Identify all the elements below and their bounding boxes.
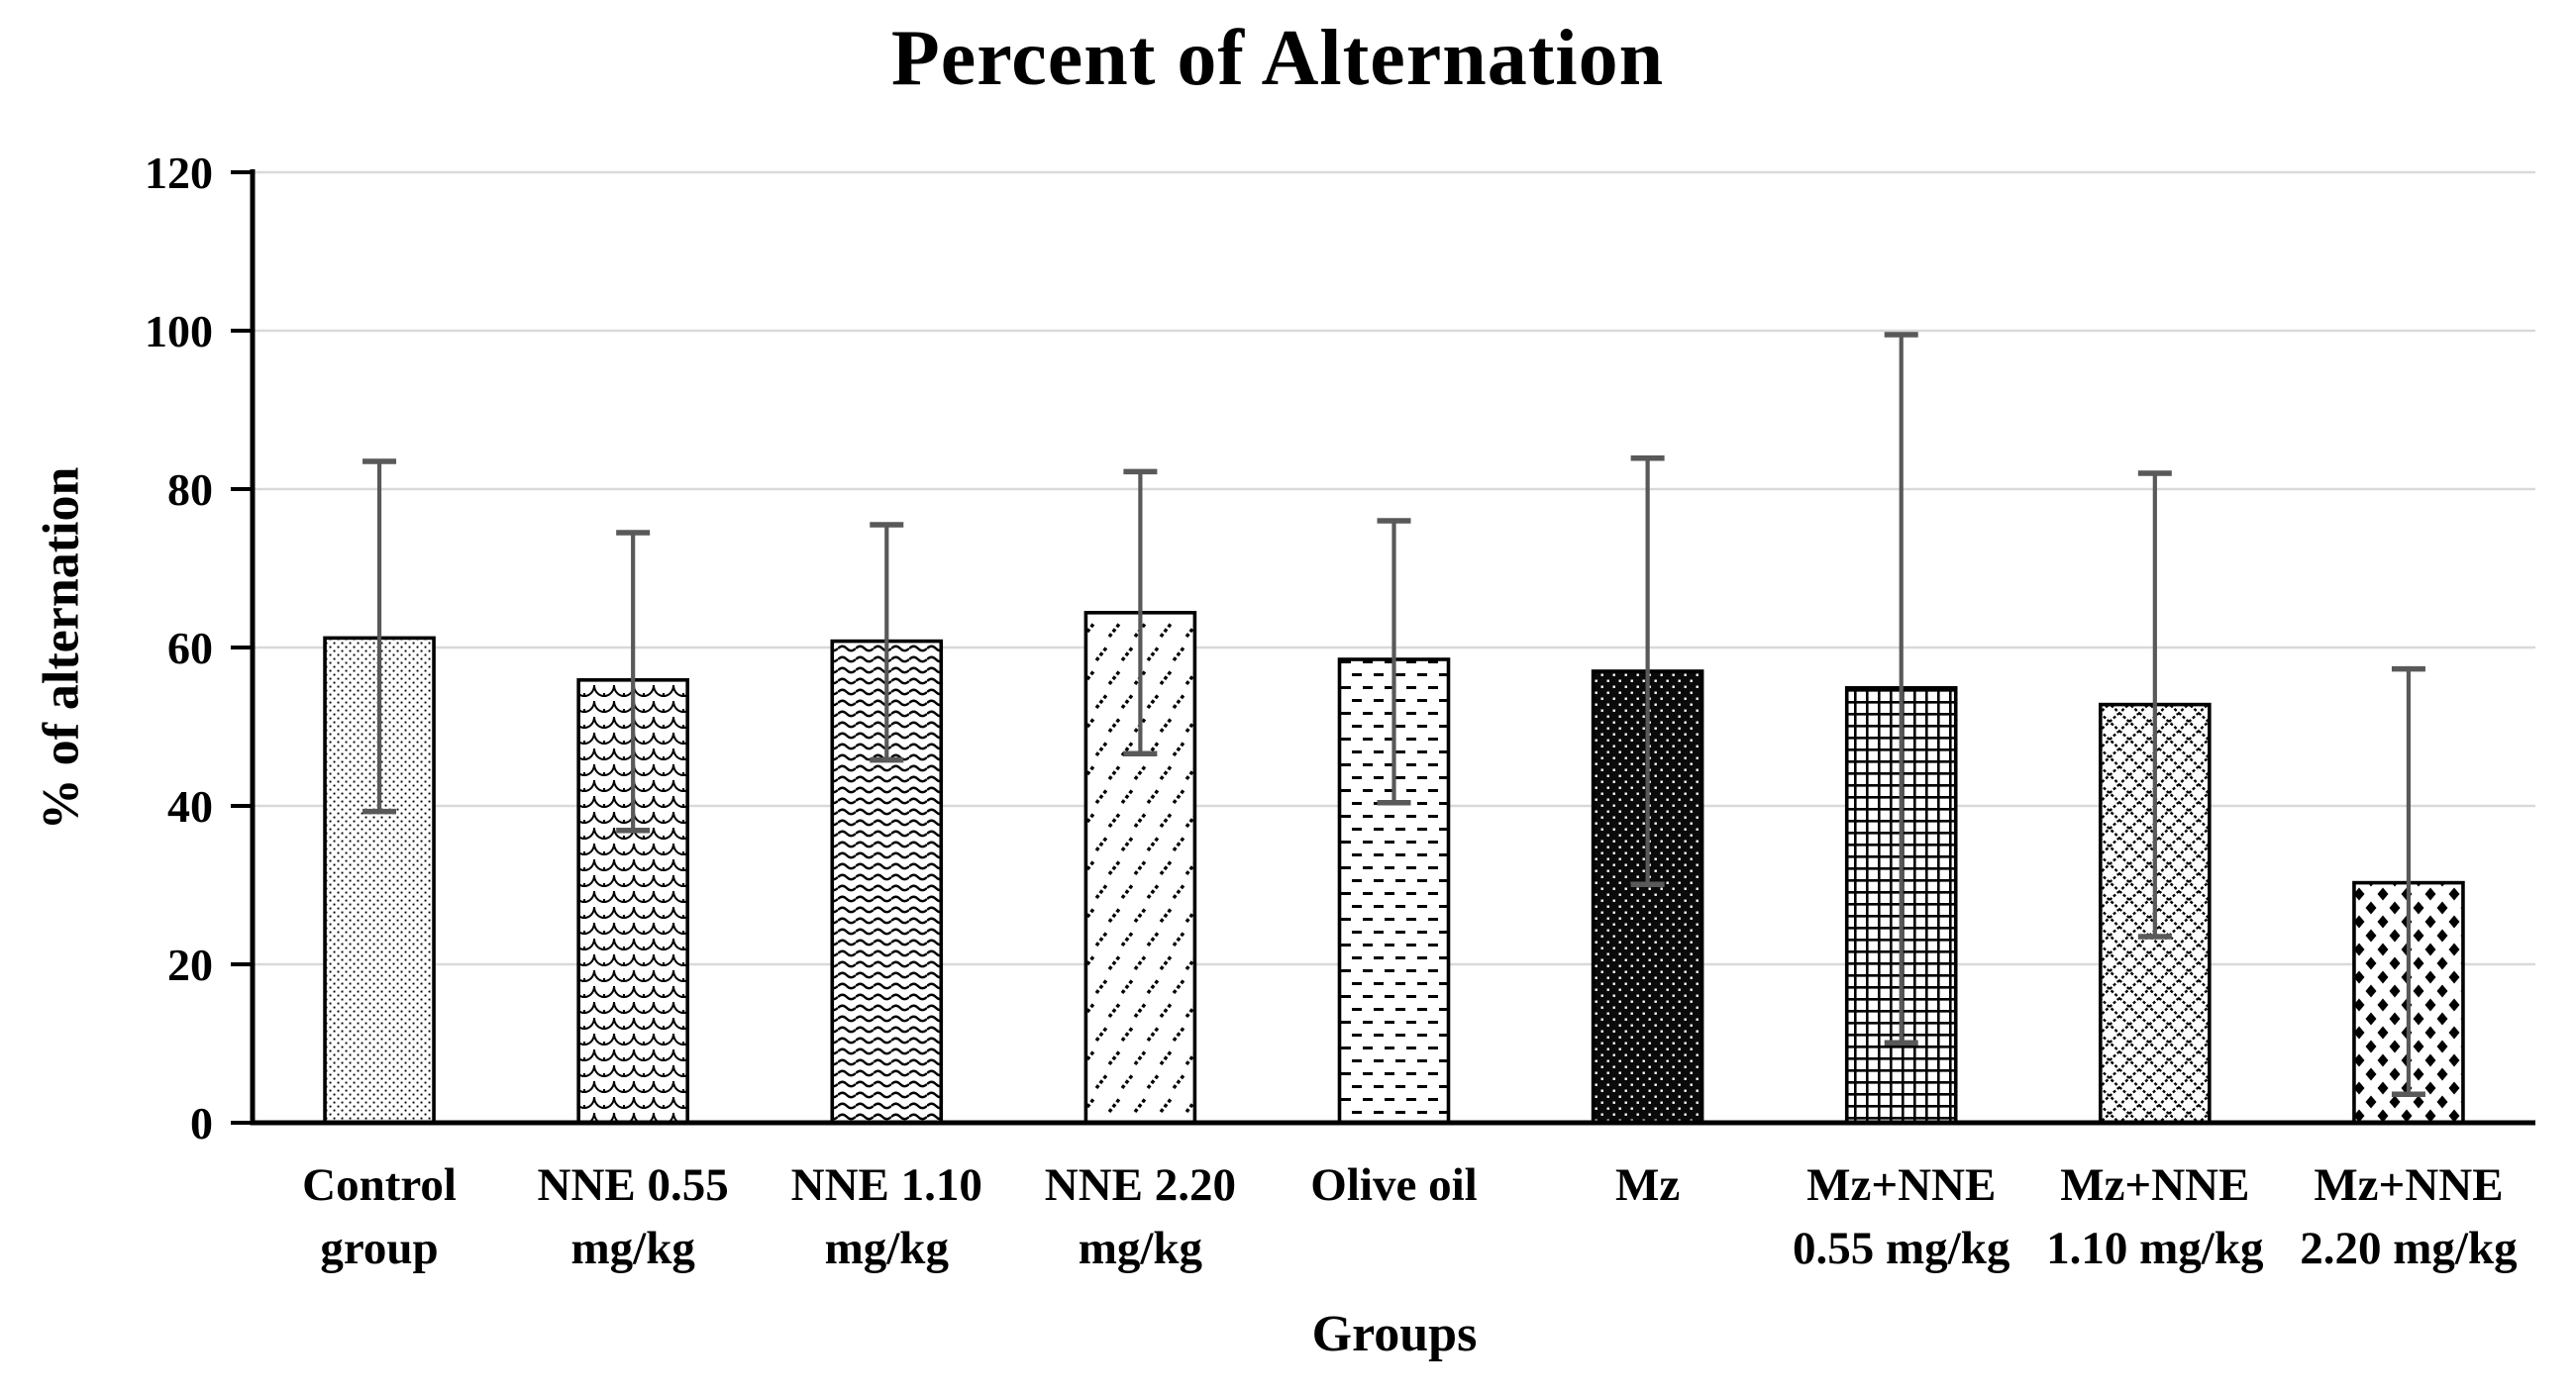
error-bar-mz-nne-0-55-mg-kg	[1884, 332, 1918, 1046]
x-tick-label-nne-0-55-mg-kg-line1: NNE 0.55	[538, 1159, 729, 1211]
error-bar-control-group	[362, 458, 397, 815]
x-tick-label-nne-1-10-mg-kg-line2: mg/kg	[825, 1223, 950, 1274]
x-tick-label-mz-line1: Mz	[1615, 1159, 1680, 1211]
x-tick-label-mz-nne-0-55-mg-kg-line1: Mz+NNE	[1806, 1159, 1996, 1211]
axis-labels-layer: 0 20 40 60 80 100 120 Control group NNE 0.55 mg/kg…	[145, 148, 2518, 1274]
chart-title: Percent of Alternation	[890, 15, 1665, 102]
x-tick-label-mz-nne-0-55-mg-kg-line2: 0.55 mg/kg	[1793, 1223, 2010, 1274]
error-bar-mz-nne-1-10-mg-kg	[2137, 470, 2172, 940]
x-tick-label-nne-1-10-mg-kg-line1: NNE 1.10	[791, 1159, 982, 1211]
error-bar-nne-0-55-mg-kg	[616, 530, 651, 834]
axes-layer	[231, 169, 2535, 1126]
x-tick-label-mz-nne-2-20-mg-kg-line1: Mz+NNE	[2314, 1159, 2503, 1211]
error-bar-mz	[1630, 455, 1665, 887]
x-tick-label-mz-nne-1-10-mg-kg-line2: 1.10 mg/kg	[2046, 1223, 2264, 1274]
error-bar-olive-oil	[1377, 518, 1411, 806]
x-tick-label-nne-2-20-mg-kg-line2: mg/kg	[1079, 1223, 1203, 1274]
error-bar-nne-2-20-mg-kg	[1123, 468, 1158, 756]
error-bar-mz-nne-2-20-mg-kg	[2391, 665, 2425, 1097]
y-tick-label-40: 40	[167, 781, 213, 832]
y-tick-label-0: 0	[190, 1098, 213, 1148]
x-tick-label-control-group-line2: group	[320, 1223, 438, 1274]
x-tick-label-control-group-line1: Control	[302, 1159, 457, 1211]
x-tick-label-nne-2-20-mg-kg-line1: NNE 2.20	[1045, 1159, 1236, 1211]
x-tick-label-nne-0-55-mg-kg-line2: mg/kg	[570, 1223, 695, 1274]
x-tick-label-olive-oil-line1: Olive oil	[1310, 1159, 1477, 1211]
error-bars-layer	[362, 332, 2425, 1097]
x-tick-label-mz-nne-2-20-mg-kg-line2: 2.20 mg/kg	[2300, 1223, 2518, 1274]
x-tick-label-mz-nne-1-10-mg-kg-line1: Mz+NNE	[2060, 1159, 2249, 1211]
y-tick-label-120: 120	[145, 148, 213, 198]
y-tick-label-60: 60	[167, 623, 213, 673]
error-bar-nne-1-10-mg-kg	[870, 522, 904, 763]
y-tick-label-80: 80	[167, 464, 213, 515]
x-axis-title: Groups	[1311, 1306, 1478, 1362]
y-tick-label-20: 20	[167, 940, 213, 990]
y-tick-label-100: 100	[145, 306, 213, 356]
